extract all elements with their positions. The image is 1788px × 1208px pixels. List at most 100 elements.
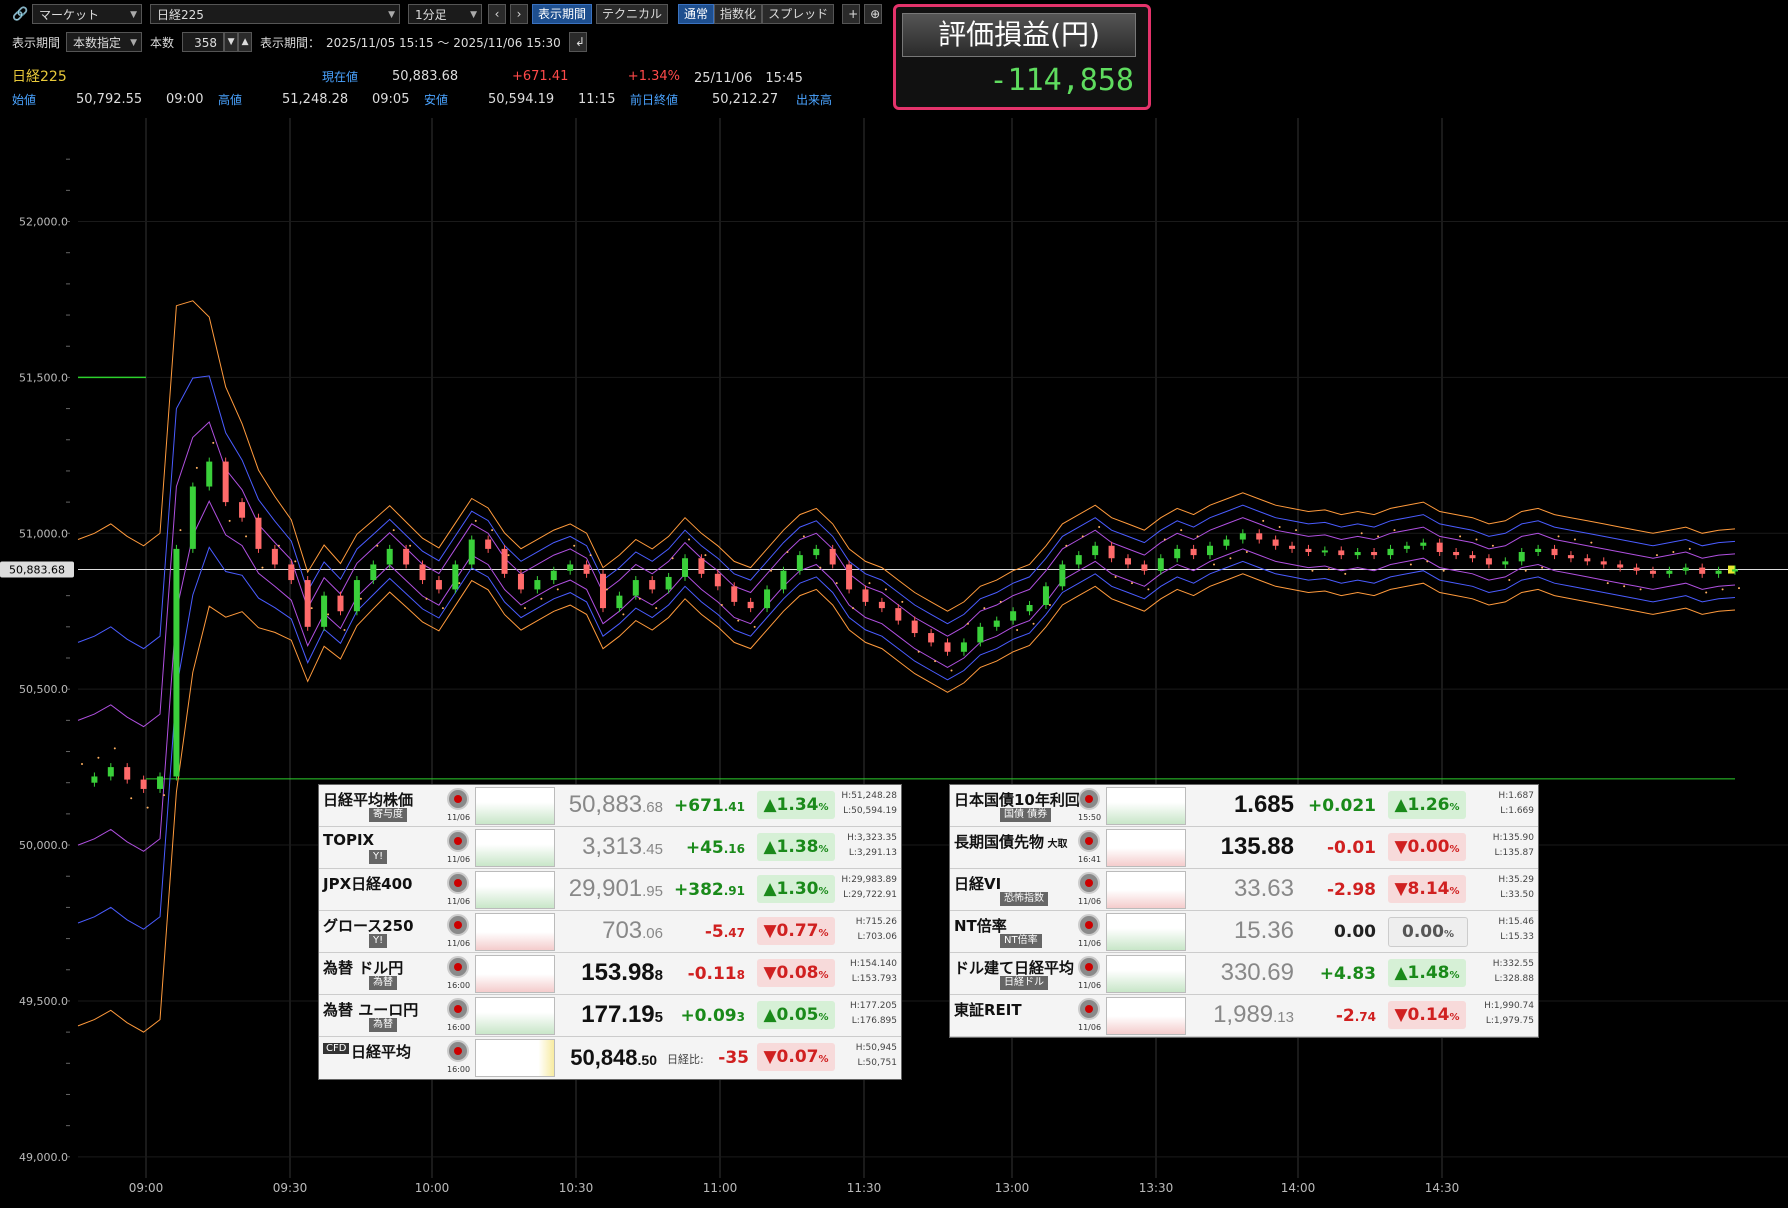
market-row[interactable]: 東証REIT 11/06 1,989.13 -2.74 ▼0.14% H:1,990.74… [950, 995, 1538, 1037]
market-name: ドル建て日経平均 [954, 959, 1075, 977]
market-panel-left: 日経平均株価 寄与度 11/06 50,883.68 +671.41 ▲1.34% H:51… [318, 784, 902, 1080]
market-change: +0.021 [1307, 796, 1376, 816]
price-chart[interactable]: 09:00 09:30 10:00 10:30 11:00 11:30 13:00 13:30… [0, 118, 1788, 1208]
count-up-icon[interactable]: ▲ [238, 32, 253, 52]
market-price: 1,989.13 [1213, 1001, 1294, 1028]
market-row[interactable]: 日本国債10年利回り 国債 債券 15:50 1.685 +0.021 ▲1.26% H:1… [950, 785, 1538, 827]
normal-button[interactable]: 通常 [678, 4, 715, 24]
sar-dot [704, 554, 707, 557]
market-row[interactable]: グロース250 Y! 11/06 703.06 -5.47 ▼0.77% H:715.26 L… [319, 911, 901, 953]
sar-dot [261, 566, 264, 569]
market-select[interactable]: マーケット ▼ [32, 4, 142, 24]
candle [1223, 539, 1230, 546]
symbol-select[interactable]: 日経225 ▼ [150, 4, 400, 24]
sar-dot [1409, 563, 1412, 566]
candle [813, 548, 820, 556]
zoom-icon[interactable]: ⊕ [864, 4, 883, 24]
index-button[interactable]: 指数化 [714, 4, 763, 24]
sar-dot [622, 613, 625, 616]
sar-dot [901, 600, 904, 603]
market-sub-button[interactable]: 恐怖指数 [1000, 892, 1048, 906]
candle [1420, 542, 1427, 546]
add-button[interactable]: + [842, 4, 861, 24]
next-button[interactable]: › [510, 4, 528, 24]
candle [1551, 548, 1558, 556]
market-row[interactable]: ドル建て日経平均 日経ドル 11/06 330.69 +4.83 ▲1.48% H:332.… [950, 953, 1538, 995]
sar-dot [113, 747, 116, 750]
market-date: 11/06 [1078, 981, 1102, 990]
count-input[interactable]: 358 [182, 32, 225, 52]
market-sub-button[interactable]: Y! [369, 850, 388, 864]
market-sub-button[interactable]: 日経ドル [1000, 976, 1048, 990]
market-high-low: H:3,323.35 L:3,291.13 [847, 833, 897, 858]
market-sub-button[interactable]: 為替 [369, 1018, 397, 1032]
market-row[interactable]: 長期国債先物 大取 16:41 135.88 -0.01 ▼0.00% H:135.90 L… [950, 827, 1538, 869]
market-row[interactable]: 為替 ドル円 為替 16:00 153.988 -0.118 ▼0.08% H:154.14… [319, 953, 901, 995]
candle [353, 580, 360, 612]
candle [1108, 545, 1115, 559]
market-date: 11/06 [447, 939, 471, 948]
sar-dot [884, 588, 887, 591]
period-mode-select[interactable]: 本数指定 ▼ [66, 32, 143, 52]
candle [321, 595, 328, 627]
flag-icon [447, 998, 469, 1020]
sparkline [475, 955, 555, 993]
market-sub-button[interactable]: 寄与度 [369, 808, 407, 822]
market-sub-button[interactable]: 国債 債券 [1000, 808, 1052, 822]
spread-button[interactable]: スプレッド [762, 4, 835, 24]
market-high-low: H:29,983.89 L:29,722.91 [841, 875, 897, 900]
quote-row-1: 日経225 現在値 50,883.68 +671.41 +1.34% 25/11… [12, 66, 803, 86]
sar-dot [392, 529, 395, 532]
market-row[interactable]: TOPIX Y! 11/06 3,313.45 +45.16 ▲1.38% H:3,323.… [319, 827, 901, 869]
sar-dot [458, 582, 461, 585]
candle [1732, 569, 1738, 572]
reset-icon[interactable]: ↲ [568, 32, 587, 52]
market-row[interactable]: JPX日経400 11/06 29,901.95 +382.91 ▲1.30% H:29,… [319, 869, 901, 911]
market-date: 16:00 [447, 981, 471, 990]
y-tick-label: 51,500.0 [19, 371, 68, 384]
market-row[interactable]: NT倍率 NT倍率 11/06 15.36 0.00 0.00% H:15.46 L:15.3… [950, 911, 1538, 953]
technical-button[interactable]: テクニカル [596, 4, 669, 24]
toolbar-row-2: 表示期間 本数指定 ▼ 本数 358 ▼ ▲ 表示期間： 2025/11/05 1… [12, 32, 587, 52]
market-high-low: H:1,990.74 L:1,979.75 [1484, 1001, 1534, 1026]
sar-dot [1098, 526, 1101, 529]
candle [452, 564, 459, 590]
sar-dot [671, 557, 674, 560]
cfd-row[interactable]: CFD 日経平均 16:00 50,848.50 日経比: -35 ▼0.07% H:50,9… [319, 1037, 901, 1078]
count-down-icon[interactable]: ▼ [224, 32, 239, 52]
sar-dot [540, 597, 543, 600]
interval-select[interactable]: 1分足 ▼ [408, 4, 482, 24]
market-change-pct: ▼0.14% [1388, 1001, 1466, 1029]
market-row[interactable]: 日経平均株価 寄与度 11/06 50,883.68 +671.41 ▲1.34% H:51… [319, 785, 901, 827]
candle [239, 502, 246, 518]
market-sub-button[interactable]: NT倍率 [1000, 934, 1042, 948]
market-sub-button[interactable]: 為替 [369, 976, 397, 990]
prev-button[interactable]: ‹ [488, 4, 506, 24]
candle [796, 555, 803, 571]
market-row[interactable]: 日経VI 恐怖指数 11/06 33.63 -2.98 ▼8.14% H:35.29 L:33… [950, 869, 1538, 911]
period-label: 表示期間 [12, 35, 61, 50]
market-change: +4.83 [1319, 964, 1376, 984]
market-change: -0.01 [1327, 838, 1376, 858]
market-sub-button[interactable]: Y! [369, 934, 388, 948]
market-date: 11/06 [447, 897, 471, 906]
sar-dot [163, 794, 166, 797]
sar-dot [1114, 575, 1117, 578]
market-row[interactable]: 為替 ユーロ円 為替 16:00 177.195 +0.093 ▲0.05% H:177.2… [319, 995, 901, 1037]
candle [829, 548, 836, 565]
candle [271, 548, 278, 565]
pl-value: -114,858 [989, 63, 1135, 98]
display-period-button[interactable]: 表示期間 [532, 4, 593, 24]
market-price: 1.685 [1233, 791, 1294, 818]
quote-row-2: 始値 50,792.55 09:00 高値 51,248.28 09:05 安値… [12, 91, 832, 108]
market-name: NT倍率 [954, 917, 1007, 935]
prev-close-label: 前日終値 [630, 93, 679, 107]
candle [1190, 548, 1197, 556]
market-change-pct: ▲0.05% [757, 1001, 835, 1029]
sar-dot [1623, 585, 1626, 588]
candle [928, 633, 935, 643]
link-icon[interactable]: 🔗 [12, 6, 29, 22]
candle [1305, 548, 1312, 552]
cfd-date: 16:00 [447, 1065, 471, 1074]
candle [1633, 567, 1640, 571]
